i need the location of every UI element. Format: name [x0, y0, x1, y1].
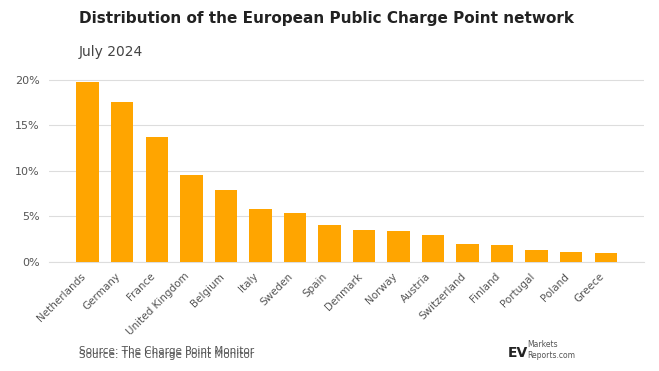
Bar — [215, 190, 237, 262]
Text: July 2024: July 2024 — [79, 45, 143, 59]
Bar — [318, 225, 341, 262]
Bar — [594, 253, 617, 262]
Bar — [457, 244, 479, 262]
Bar — [249, 209, 272, 262]
Bar — [180, 175, 202, 262]
Text: EV: EV — [507, 346, 528, 360]
Bar — [491, 245, 513, 262]
Text: Source: The Charge Point Monitor: Source: The Charge Point Monitor — [79, 350, 254, 360]
Bar — [422, 235, 444, 262]
Bar — [353, 230, 375, 262]
Text: Distribution of the European Public Charge Point network: Distribution of the European Public Char… — [79, 11, 574, 26]
Bar — [111, 102, 134, 262]
Bar — [387, 231, 410, 262]
Text: Markets
Reports.com: Markets Reports.com — [527, 341, 575, 360]
Bar — [76, 82, 99, 262]
Bar — [146, 137, 168, 262]
Bar — [560, 252, 583, 262]
Bar — [525, 250, 548, 262]
Text: Source: The Charge Point Monitor: Source: The Charge Point Monitor — [79, 346, 254, 356]
Bar — [284, 213, 306, 262]
